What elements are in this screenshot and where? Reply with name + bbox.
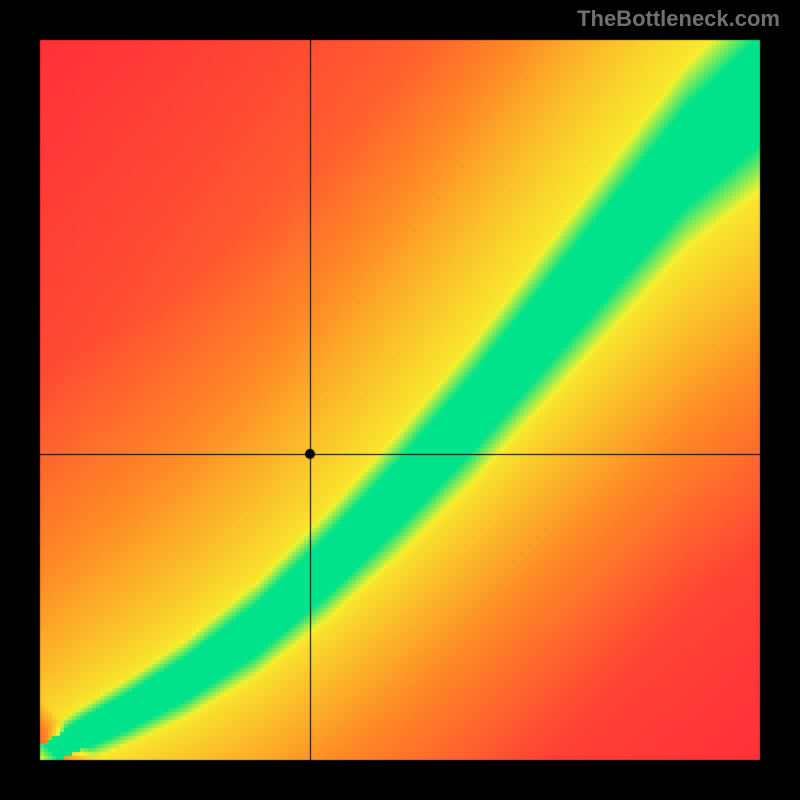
chart-container: { "watermark": { "text": "TheBottleneck.… [0,0,800,800]
watermark-text: TheBottleneck.com [577,6,780,32]
bottleneck-heatmap-canvas [0,0,800,800]
